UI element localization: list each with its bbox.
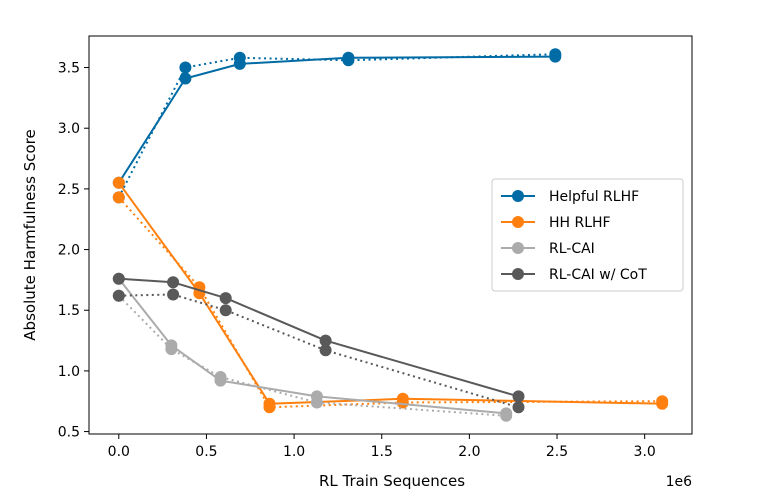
legend-item-rl-cai-w-cot: RL-CAI w/ CoT [501,267,647,283]
y-tick-label: 1.5 [58,303,80,319]
y-tick-label: 3.0 [58,121,80,137]
data-point [112,289,125,302]
plot-frame [88,35,693,435]
legend-item-rl-cai: RL-CAI [501,241,595,257]
data-point [656,397,669,410]
data-point [219,292,232,305]
x-tick-label: 1.0 [283,444,305,460]
series-rl-cai-w-cot [112,272,525,414]
data-point [219,304,232,317]
legend-swatch-marker [512,216,524,228]
x-tick-label: 2.0 [458,444,480,460]
x-axis-offset-text: 1e6 [666,474,693,490]
y-tick-label: 0.5 [58,425,80,441]
data-point [310,390,323,403]
data-point [500,407,513,420]
y-tick-label: 2.0 [58,243,80,259]
x-tick-label: 2.5 [546,444,568,460]
legend-label: RL-CAI w/ CoT [549,267,647,283]
data-point [112,191,125,204]
x-axis: 0.0 0.5 1.0 1.5 2.0 2.5 3.0 [108,434,656,460]
legend-label: RL-CAI [549,241,595,257]
data-point [233,57,246,70]
data-point [396,392,409,405]
legend-swatch-marker [512,268,524,280]
data-point [112,176,125,189]
legend-label: HH RLHF [549,215,611,231]
data-point [319,334,332,347]
data-point [167,276,180,289]
y-axis-label: Absolute Harmfulness Score [21,129,39,340]
y-axis: 0.5 1.0 1.5 2.0 2.5 3.0 3.5 [58,61,89,441]
data-point [342,51,355,64]
legend-label: Helpful RLHF [549,189,639,205]
legend-item-helpful-rlhf: Helpful RLHF [501,189,639,205]
data-point [549,50,562,63]
x-axis-label: RL Train Sequences [319,472,465,490]
data-point [179,72,192,85]
series-line-dotted [118,294,507,417]
plot-area [112,48,669,422]
legend-swatch-marker [512,242,524,254]
data-point [512,390,525,403]
legend-item-hh-rlhf: HH RLHF [501,215,611,231]
data-point [165,339,178,352]
y-tick-label: 2.5 [58,182,80,198]
data-point [167,288,180,301]
x-tick-label: 1.5 [371,444,393,460]
legend-box [491,178,684,292]
x-tick-label: 0.5 [195,444,217,460]
y-tick-label: 3.5 [58,61,80,77]
series-hh-rlhf [112,176,669,414]
data-point [214,374,227,387]
data-point [263,397,276,410]
data-point [179,61,192,74]
data-point [112,272,125,285]
data-point [512,401,525,414]
data-point [319,344,332,357]
y-tick-label: 1.0 [58,364,80,380]
x-tick-label: 3.0 [634,444,656,460]
legend: Helpful RLHF HH RLHF RL-CAI RL-CAI w/ CoT [491,178,684,292]
x-tick-label: 0.0 [108,444,130,460]
legend-swatch-marker [512,190,524,202]
